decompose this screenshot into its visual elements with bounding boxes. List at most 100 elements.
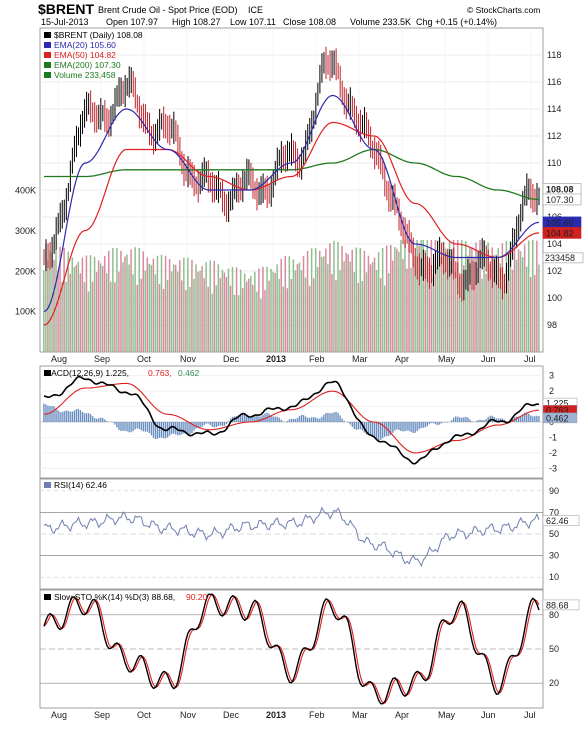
volume-bar bbox=[303, 256, 305, 352]
macd-histogram-bar bbox=[297, 418, 298, 422]
volume-bar bbox=[256, 292, 258, 352]
volume-bar bbox=[207, 287, 209, 352]
volume-bar bbox=[285, 256, 287, 352]
volume-bar bbox=[136, 285, 138, 352]
volume-bar bbox=[167, 280, 169, 352]
price-tick-label: 118 bbox=[547, 50, 561, 60]
volume-bar bbox=[102, 266, 104, 352]
volume-bar bbox=[524, 245, 526, 352]
macd-histogram-bar bbox=[469, 419, 470, 422]
volume-bar bbox=[276, 264, 278, 352]
macd-histogram-bar bbox=[301, 415, 302, 422]
macd-histogram-bar bbox=[481, 420, 482, 422]
volume-bar bbox=[522, 257, 524, 352]
volume-bar bbox=[183, 258, 185, 352]
volume-bar bbox=[506, 241, 508, 352]
volume-bar bbox=[392, 261, 394, 352]
header-volume: Volume 233.5K bbox=[350, 17, 411, 27]
macd-histogram-bar bbox=[159, 422, 160, 438]
volume-bar bbox=[376, 270, 378, 352]
volume-bar bbox=[534, 275, 536, 352]
macd-histogram-bar bbox=[84, 413, 85, 422]
volume-bar bbox=[214, 261, 216, 352]
macd-histogram-bar bbox=[311, 417, 312, 422]
macd-histogram-bar bbox=[341, 419, 342, 422]
volume-bar bbox=[205, 262, 207, 352]
macd-histogram-bar bbox=[199, 422, 200, 427]
volume-bar bbox=[185, 290, 187, 352]
volume-bar bbox=[197, 272, 199, 352]
volume-bar bbox=[272, 272, 274, 352]
volume-bar bbox=[315, 248, 317, 352]
macd-histogram-bar bbox=[410, 422, 411, 432]
volume-bar bbox=[199, 271, 201, 352]
macd-histogram-bar bbox=[214, 422, 215, 428]
macd-histogram-bar bbox=[289, 419, 290, 422]
volume-bar bbox=[74, 267, 76, 352]
macd-histogram-bar bbox=[451, 420, 452, 422]
macd-histogram-bar bbox=[92, 416, 93, 422]
volume-bar bbox=[301, 270, 303, 352]
volume-bar bbox=[360, 248, 362, 352]
macd-tick-label: -1 bbox=[549, 432, 557, 442]
macd-histogram-bar bbox=[205, 422, 206, 424]
macd-histogram-bar bbox=[479, 420, 480, 422]
volume-bar bbox=[264, 290, 266, 352]
legend-swatch bbox=[44, 42, 51, 48]
macd-tick-label: 3 bbox=[549, 371, 554, 381]
volume-bar bbox=[193, 279, 195, 352]
macd-histogram-bar bbox=[433, 422, 434, 423]
volume-bar bbox=[209, 260, 211, 352]
macd-histogram-bar bbox=[126, 422, 127, 431]
macd-histogram-bar bbox=[457, 417, 458, 422]
macd-histogram-bar bbox=[272, 416, 273, 422]
x-axis-label-bottom: May bbox=[438, 710, 456, 720]
volume-bar bbox=[341, 246, 343, 352]
x-axis-label-bottom: Oct bbox=[137, 710, 152, 720]
macd-histogram-bar bbox=[88, 413, 89, 422]
rsi-tick-label: 50 bbox=[549, 529, 559, 539]
volume-bar bbox=[242, 288, 244, 352]
volume-tick-label: 100K bbox=[15, 307, 36, 317]
volume-bar bbox=[108, 251, 110, 352]
volume-bar bbox=[396, 249, 398, 352]
volume-bar bbox=[289, 256, 291, 352]
volume-bar bbox=[179, 260, 181, 352]
volume-bar bbox=[226, 277, 228, 352]
macd-histogram-bar bbox=[228, 421, 229, 422]
volume-bar bbox=[122, 262, 124, 352]
macd-histogram-bar bbox=[149, 422, 150, 433]
price-value-badge-text: 108.08 bbox=[546, 184, 574, 194]
volume-bar bbox=[222, 270, 224, 352]
macd-histogram-bar bbox=[329, 413, 330, 422]
macd-histogram-bar bbox=[141, 422, 142, 430]
macd-histogram-bar bbox=[139, 422, 140, 429]
volume-bar bbox=[145, 271, 147, 352]
volume-bar bbox=[61, 282, 63, 352]
macd-histogram-bar bbox=[532, 416, 533, 422]
macd-histogram-bar bbox=[392, 422, 393, 433]
volume-bar bbox=[378, 252, 380, 352]
macd-histogram-bar bbox=[161, 422, 162, 438]
rsi-tick-label: 90 bbox=[549, 486, 559, 496]
volume-bar bbox=[82, 258, 84, 352]
volume-bar bbox=[280, 259, 282, 352]
header-change: Chg +0.15 (+0.14%) bbox=[416, 17, 497, 27]
macd-histogram-bar bbox=[78, 409, 79, 422]
macd-histogram-bar bbox=[414, 422, 415, 433]
volume-bar bbox=[236, 267, 238, 352]
volume-bar bbox=[76, 265, 78, 352]
volume-bar bbox=[317, 267, 319, 352]
macd-histogram-bar bbox=[179, 422, 180, 435]
volume-bar bbox=[278, 279, 280, 352]
volume-bar bbox=[161, 255, 163, 352]
x-axis-label-top: May bbox=[438, 354, 456, 364]
macd-histogram-bar bbox=[96, 419, 97, 422]
volume-bar bbox=[252, 285, 254, 352]
volume-bar bbox=[538, 265, 540, 352]
volume-bar bbox=[313, 278, 315, 352]
volume-bar bbox=[55, 249, 57, 352]
macd-histogram-bar bbox=[339, 415, 340, 422]
x-axis-label-top: Sep bbox=[94, 354, 110, 364]
